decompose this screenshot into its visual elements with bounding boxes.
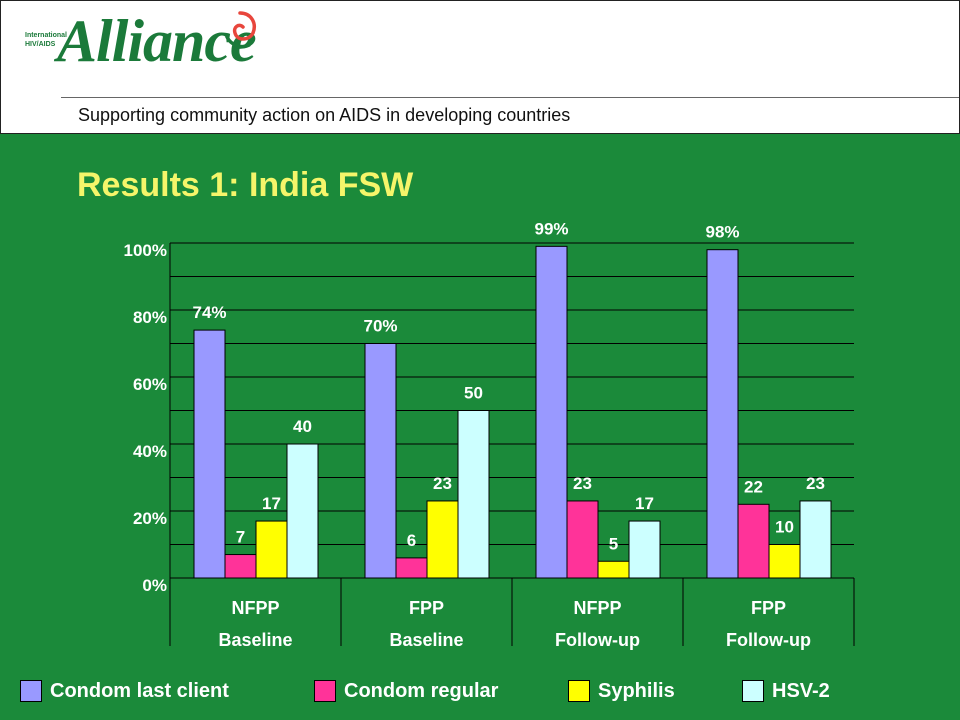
chart-legend: Condom last client Condom regular Syphil…: [0, 676, 960, 706]
data-label: 99%: [534, 219, 568, 238]
x-category-label: NFPP: [573, 598, 621, 618]
ribbon-swirl-icon: [225, 11, 256, 49]
bar-syphilis: [597, 560, 630, 579]
legend-item-condom-regular: Condom regular: [314, 676, 498, 706]
y-tick-label: 0%: [142, 576, 167, 595]
y-tick-label: 20%: [133, 509, 167, 528]
header-divider: [61, 97, 959, 98]
x-category-label: FPP: [409, 598, 444, 618]
bar-chart: 0% 20% 40% 60% 80% 100% 74% 70% 99% 98% 7 6 23 22 17 23…: [124, 219, 855, 650]
bar-condom-regular: [224, 554, 257, 579]
legend-swatch-syphilis: [568, 680, 590, 702]
legend-swatch-condom-last-client: [20, 680, 42, 702]
legend-item-condom-last-client: Condom last client: [20, 676, 229, 706]
x-category-label: Baseline: [218, 630, 292, 650]
bar-syphilis: [426, 500, 459, 579]
bar-hsv-2: [799, 500, 832, 579]
data-label: 70%: [363, 317, 397, 336]
data-label: 23: [806, 474, 825, 493]
bar-syphilis: [768, 544, 801, 579]
x-category-label: Baseline: [389, 630, 463, 650]
logo-wordmark: Alliance: [57, 8, 257, 74]
tagline: Supporting community action on AIDS in d…: [78, 105, 571, 125]
data-label: 6: [407, 531, 416, 550]
bar-condom-last-client: [535, 245, 568, 579]
bar-condom-last-client: [364, 343, 397, 579]
data-label: 23: [573, 474, 592, 493]
bar-condom-last-client: [193, 329, 226, 579]
data-label: 22: [744, 477, 763, 496]
x-category-label: Follow-up: [726, 630, 811, 650]
bar-hsv-2: [628, 520, 661, 579]
data-label: 40: [293, 417, 312, 436]
data-label: 17: [262, 494, 281, 513]
data-label: 74%: [192, 303, 226, 322]
header-banner: International HIV/AIDS Alliance Supporti…: [0, 0, 960, 134]
slide-title: Results 1: India FSW: [77, 166, 414, 204]
y-tick-label: 60%: [133, 375, 167, 394]
legend-swatch-hsv-2: [742, 680, 764, 702]
data-label: 5: [609, 534, 618, 553]
data-label: 10: [775, 518, 794, 537]
bar-condom-regular: [566, 500, 599, 579]
data-label: 7: [236, 528, 245, 547]
x-category-label: Follow-up: [555, 630, 640, 650]
y-tick-label: 40%: [133, 442, 167, 461]
data-label: 23: [433, 474, 452, 493]
bar-hsv-2: [457, 410, 490, 579]
data-label: 17: [635, 494, 654, 513]
legend-item-syphilis: Syphilis: [568, 676, 675, 706]
alliance-logo: International HIV/AIDS Alliance: [21, 5, 281, 89]
bar-syphilis: [255, 520, 288, 579]
y-tick-label: 80%: [133, 308, 167, 327]
data-label: 98%: [705, 223, 739, 242]
logo-small-text: International HIV/AIDS: [25, 32, 68, 48]
bar-condom-regular: [737, 503, 770, 579]
x-category-label: FPP: [751, 598, 786, 618]
data-label: 50: [464, 384, 483, 403]
bar-hsv-2: [286, 443, 319, 579]
x-category-label: NFPP: [231, 598, 279, 618]
bar-condom-regular: [395, 557, 428, 579]
y-tick-label: 100%: [124, 241, 167, 260]
legend-item-hsv-2: HSV-2: [742, 676, 830, 706]
bar-condom-last-client: [706, 249, 739, 579]
legend-swatch-condom-regular: [314, 680, 336, 702]
